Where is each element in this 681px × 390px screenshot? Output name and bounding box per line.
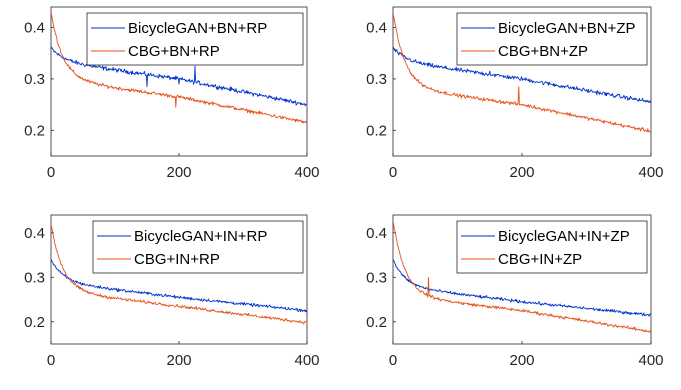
legend-box (92, 220, 304, 274)
y-tick-label: 0.2 (366, 122, 387, 139)
y-tick-label: 0.2 (366, 314, 387, 331)
x-tick-label: 200 (166, 352, 191, 369)
y-tick-label: 0.3 (366, 71, 387, 88)
x-tick-label: 0 (47, 164, 55, 181)
chart-panel-2: 0 200 400 0.2 0.3 0.4 BicycleGAN+BN+ZP CBG+BN+Z… (366, 6, 664, 181)
series-line-2 (393, 220, 651, 333)
legend: BicycleGAN+BN+RP CBG+BN+RP (86, 12, 304, 66)
series-line-2 (51, 223, 307, 325)
y-tick-label: 0.2 (24, 314, 45, 331)
chart-panel-1: 0 200 400 0.2 0.3 0.4 BicycleGAN+BN+RP CBG+BN+R… (24, 6, 320, 181)
x-tick-label: 0 (47, 352, 55, 369)
y-tick-label: 0.4 (366, 20, 387, 37)
series-line-2 (393, 12, 651, 134)
legend-label: BicycleGAN+BN+RP (128, 20, 267, 37)
x-tick-label: 400 (638, 352, 663, 369)
x-tick-label: 400 (294, 164, 319, 181)
legend-label: BicycleGAN+IN+RP (134, 228, 267, 245)
x-tick-label: 0 (389, 352, 397, 369)
legend-label: BicycleGAN+IN+ZP (498, 228, 630, 245)
x-tick-label: 200 (166, 164, 191, 181)
y-tick-label: 0.4 (24, 225, 45, 242)
series-line-1 (51, 46, 307, 107)
legend-box (86, 12, 304, 66)
y-tick-label: 0.4 (24, 20, 45, 37)
x-tick-label: 400 (294, 352, 319, 369)
y-tick-label: 0.4 (366, 225, 387, 242)
legend-label: CBG+IN+RP (134, 251, 220, 268)
x-tick-label: 0 (389, 164, 397, 181)
x-tick-label: 200 (509, 352, 534, 369)
x-tick-label: 200 (509, 164, 534, 181)
chart-panel-4: 0 200 400 0.2 0.3 0.4 BicycleGAN+IN+ZP CBG+IN+Z… (366, 214, 664, 369)
y-tick-label: 0.3 (24, 71, 45, 88)
legend-label: CBG+BN+RP (128, 43, 220, 60)
x-tick-label: 400 (638, 164, 663, 181)
series-line-1 (393, 259, 651, 317)
chart-panel-3: 0 200 400 0.2 0.3 0.4 BicycleGAN+IN+RP CBG+IN+R… (24, 214, 320, 369)
legend-label: CBG+BN+ZP (498, 43, 588, 60)
series-line-2 (51, 11, 307, 124)
legend-box (456, 12, 648, 66)
legend: BicycleGAN+BN+ZP CBG+BN+ZP (456, 12, 648, 66)
legend-label: BicycleGAN+BN+ZP (498, 20, 636, 37)
legend: BicycleGAN+IN+RP CBG+IN+RP (92, 220, 304, 274)
series-line-1 (393, 47, 651, 104)
y-tick-label: 0.3 (366, 269, 387, 286)
legend: BicycleGAN+IN+ZP CBG+IN+ZP (456, 220, 648, 274)
legend-label: CBG+IN+ZP (498, 251, 582, 268)
legend-box (456, 220, 648, 274)
series-line-1 (51, 259, 307, 313)
y-tick-label: 0.3 (24, 269, 45, 286)
y-tick-label: 0.2 (24, 122, 45, 139)
